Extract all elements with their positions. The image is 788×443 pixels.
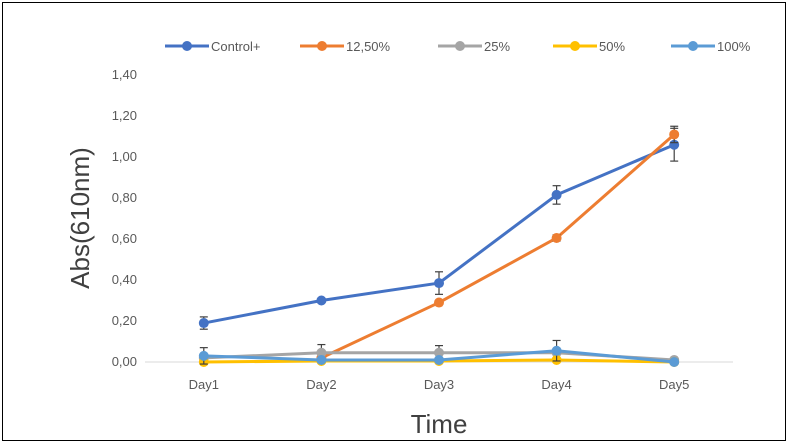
x-tick-label: Day3	[424, 377, 454, 392]
legend-swatch-marker	[455, 41, 465, 51]
legend-item: 12,50%	[300, 39, 391, 54]
series-line	[319, 132, 676, 360]
y-tick-label: 0,20	[112, 313, 137, 328]
y-axis-title: Abs(610nm)	[65, 147, 95, 289]
data-point	[551, 345, 562, 356]
data-point	[316, 354, 327, 365]
x-tick-label: Day4	[541, 377, 571, 392]
legend-swatch-marker	[570, 41, 580, 51]
legend-label: 50%	[599, 39, 625, 54]
data-point	[434, 354, 444, 365]
series-layer	[198, 125, 680, 367]
data-point	[669, 129, 680, 140]
y-tick-label: 1,20	[112, 108, 137, 123]
line-chart: Control+ 12,50% 25% 50% 100% 0,00 0,20 0,40 0,6…	[65, 39, 751, 439]
data-point	[316, 347, 327, 358]
series-line	[202, 143, 676, 325]
x-axis-title: Time	[411, 409, 468, 439]
y-tick-label: 0,60	[112, 231, 137, 246]
y-tick-label: 1,00	[112, 149, 137, 164]
data-point	[198, 318, 209, 329]
legend-item: Control+	[165, 39, 261, 54]
series-1	[316, 125, 680, 363]
data-point	[316, 295, 327, 306]
data-point	[434, 297, 444, 308]
x-tick-label: Day1	[189, 377, 219, 392]
data-point	[434, 278, 444, 289]
data-point	[669, 357, 680, 367]
legend-label: Control+	[211, 39, 261, 54]
data-point	[551, 232, 562, 243]
x-tick-label: Day2	[306, 377, 336, 392]
legend-label: 25%	[484, 39, 510, 54]
legend-item: 25%	[438, 39, 510, 54]
y-tick-label: 0,40	[112, 272, 137, 287]
legend-swatch-marker	[182, 41, 192, 51]
data-point	[551, 189, 562, 200]
series-4	[198, 339, 680, 367]
x-axis-ticks: Day1 Day2 Day3 Day4 Day5	[189, 377, 690, 392]
y-axis-ticks: 0,00 0,20 0,40 0,60 0,80 1,00 1,20 1,40	[112, 67, 137, 369]
legend-label: 12,50%	[346, 39, 391, 54]
legend-label: 100%	[717, 39, 751, 54]
y-tick-label: 0,80	[112, 190, 137, 205]
legend-item: 50%	[553, 39, 625, 54]
legend-swatch-marker	[317, 41, 327, 51]
legend-item: 100%	[671, 39, 751, 54]
legend-swatch-marker	[688, 41, 698, 51]
y-tick-label: 0,00	[112, 354, 137, 369]
legend: Control+ 12,50% 25% 50% 100%	[165, 39, 751, 54]
data-point	[198, 350, 209, 361]
data-point	[434, 347, 444, 358]
y-tick-label: 1,40	[112, 67, 137, 82]
x-tick-label: Day5	[659, 377, 689, 392]
